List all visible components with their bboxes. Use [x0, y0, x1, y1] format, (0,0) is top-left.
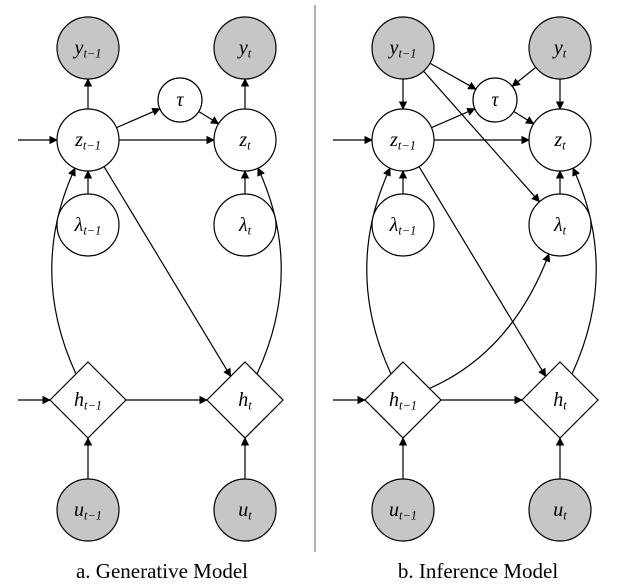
caption-b: b. Inference Model — [398, 559, 559, 583]
diagram-svg: yt−1ytτzt−1ztλt−1λtht−1htut−1ut a. Genera… — [0, 0, 630, 588]
caption-a: a. Generative Model — [76, 559, 248, 583]
svg-text:τ: τ — [176, 89, 184, 111]
svg-text:τ: τ — [491, 89, 499, 111]
nodes: yt−1ytτzt−1ztλt−1λtht−1htut−1ut — [365, 17, 598, 541]
panel-b: yt−1ytτzt−1ztλt−1λtht−1htut−1ut b. Infere… — [333, 17, 598, 583]
panel-a: yt−1ytτzt−1ztλt−1λtht−1htut−1ut a. Genera… — [18, 17, 283, 583]
nodes: yt−1ytτzt−1ztλt−1λtht−1htut−1ut — [50, 17, 283, 541]
